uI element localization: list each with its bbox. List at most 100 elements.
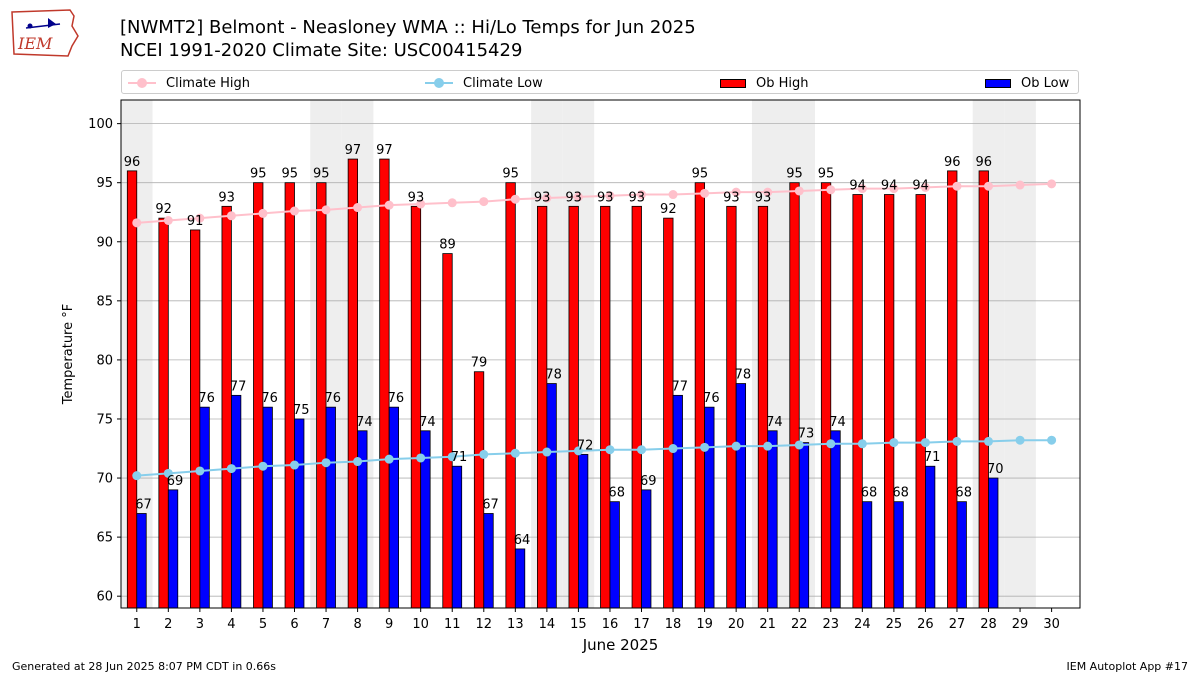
ob-low-value-label: 68: [892, 486, 909, 501]
climate-high-line: [136, 182, 1052, 224]
ob-high-value-label: 94: [881, 179, 898, 194]
legend-item-climate-low: Climate Low: [425, 74, 543, 92]
ob-low-bar: [514, 548, 526, 609]
ob-low-bar: [578, 454, 589, 609]
climate-low-point: [1047, 435, 1057, 445]
climate-low-line-swatch: [425, 78, 453, 88]
climate-high-point: [763, 187, 773, 197]
ob-high-value-label: 95: [502, 167, 519, 182]
climate-high-point: [258, 208, 268, 218]
y-tick-label: 100: [88, 117, 113, 132]
ob-high-bar: [978, 170, 989, 609]
climate-high-point: [542, 193, 552, 203]
ob-high-value-label: 93: [534, 190, 551, 205]
generated-note: Generated at 28 Jun 2025 8:07 PM CDT in …: [12, 660, 277, 673]
ob-high-value-label: 95: [313, 167, 330, 182]
ob-high-value-label: 96: [944, 155, 961, 170]
ob-low-value-label: 76: [388, 391, 405, 406]
ob-low-bar: [483, 513, 494, 609]
ob-low-value-label: 76: [261, 391, 278, 406]
x-tick-label: 4: [227, 617, 235, 632]
ob-low-swatch: [985, 78, 1011, 88]
climate-low-point: [510, 448, 520, 458]
climate-low-point: [226, 464, 236, 474]
ob-low-value-label: 76: [325, 391, 342, 406]
ob-low-value-label: 67: [135, 497, 152, 512]
chart-subtitle: NCEI 1991-2020 Climate Site: USC00415429: [120, 40, 523, 61]
ob-high-value-label: 97: [345, 143, 362, 158]
x-tick-label: 18: [665, 617, 682, 632]
ob-low-value-label: 76: [703, 391, 720, 406]
y-axis-label: Temperature °F: [61, 304, 76, 405]
ob-high-value-label: 79: [471, 356, 488, 371]
climate-high-point: [447, 198, 457, 208]
ob-low-bar: [451, 465, 463, 609]
climate-low-point: [384, 454, 394, 464]
climate-low-point: [794, 440, 804, 450]
ob-high-value-label: 91: [187, 214, 204, 229]
climate-low-point: [700, 442, 710, 452]
climate-low-point: [542, 447, 552, 457]
climate-high-point: [731, 187, 741, 197]
ob-high-value-label: 94: [849, 179, 866, 194]
legend-item-ob-low: Ob Low: [985, 74, 1069, 92]
iem-logo: IEM: [8, 6, 82, 58]
plot-frame: [120, 99, 1081, 609]
ob-high-value-label: 94: [912, 179, 929, 194]
ob-low-value-label: 74: [419, 415, 436, 430]
climate-high-point: [195, 213, 205, 223]
climate-high-point: [163, 216, 173, 226]
ob-high-value-label: 97: [376, 143, 393, 158]
ob-high-value-label: 95: [692, 167, 709, 182]
climate-high-point: [889, 184, 899, 194]
climate-low-point: [163, 468, 173, 478]
x-tick-label: 2: [164, 617, 172, 632]
climate-low-point: [290, 460, 300, 470]
ob-low-bar: [672, 394, 683, 609]
ob-high-value-label: 95: [786, 167, 803, 182]
ob-low-value-label: 76: [198, 391, 215, 406]
climate-low-point: [952, 436, 962, 446]
x-axis-label: June 2025: [582, 636, 659, 654]
ob-high-value-label: 93: [629, 190, 646, 205]
ob-low-value-label: 74: [829, 415, 846, 430]
climate-high-point: [668, 190, 678, 200]
ob-low-bar: [956, 501, 967, 609]
climate-low-point: [1015, 435, 1025, 445]
logo-text: IEM: [17, 34, 53, 53]
ob-low-bar: [830, 430, 841, 609]
ob-low-value-label: 75: [293, 403, 310, 418]
ob-high-bar: [884, 194, 895, 609]
ob-high-bar: [568, 205, 579, 609]
legend-item-climate-high: Climate High: [128, 74, 250, 92]
climate-low-point: [479, 449, 489, 459]
climate-low-point: [258, 461, 268, 471]
ob-high-bar: [726, 205, 737, 609]
ob-low-bar: [546, 383, 557, 609]
climate-high-point: [353, 203, 363, 213]
ob-low-value-label: 72: [577, 438, 594, 453]
x-tick-label: 5: [259, 617, 267, 632]
climate-high-point: [637, 190, 647, 200]
y-tick-label: 65: [96, 531, 113, 546]
x-tick-label: 30: [1043, 617, 1060, 632]
ob-low-value-label: 69: [640, 474, 657, 489]
ob-high-swatch: [720, 78, 746, 88]
legend-label-climate-low: Climate Low: [463, 75, 543, 91]
climate-low-point: [321, 458, 331, 468]
x-tick-label: 1: [133, 617, 141, 632]
x-tick-label: 29: [1012, 617, 1029, 632]
ob-low-bar: [893, 501, 904, 609]
climate-high-point: [290, 206, 300, 216]
ob-low-value-label: 78: [735, 368, 752, 383]
ob-high-value-label: 95: [818, 167, 835, 182]
climate-high-point: [952, 181, 962, 191]
ob-low-bar: [609, 501, 620, 609]
x-tick-label: 23: [823, 617, 840, 632]
climate-high-point: [510, 194, 520, 204]
ob-high-value-label: 93: [408, 190, 425, 205]
x-tick-label: 10: [412, 617, 429, 632]
ob-high-bar: [820, 182, 832, 609]
x-tick-label: 28: [980, 617, 997, 632]
